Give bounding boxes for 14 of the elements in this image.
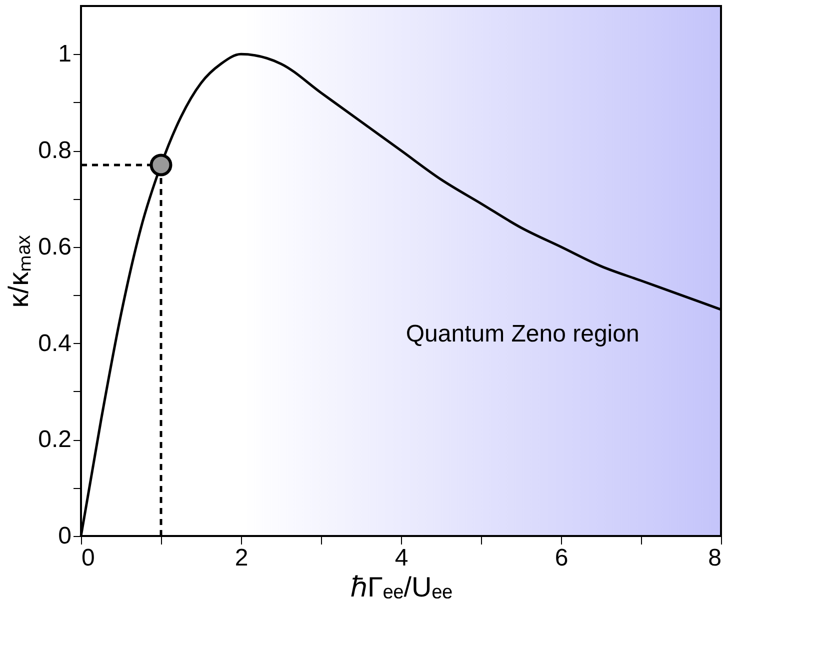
y-tick-label: 0.4 [38,330,72,357]
x-axis-title: ℏΓₑₑ/Uₑₑ [350,572,453,602]
x-tick-label: 4 [394,544,408,572]
x-tick-label: 2 [234,544,248,572]
y-axis-title: κ/κₘₐₓ [3,234,34,308]
y-tick-label: 0.8 [38,137,72,164]
y-tick-label: 0 [58,522,72,550]
y-tick-label: 0.2 [38,426,72,454]
x-tick-label: 6 [554,544,568,572]
y-tick-label: 1 [58,40,72,68]
x-tick-label: 8 [708,544,722,572]
y-tick-label: 0.6 [38,233,72,260]
x-tick-label: 0 [82,544,95,572]
annotation: Quantum Zeno region [406,320,640,348]
